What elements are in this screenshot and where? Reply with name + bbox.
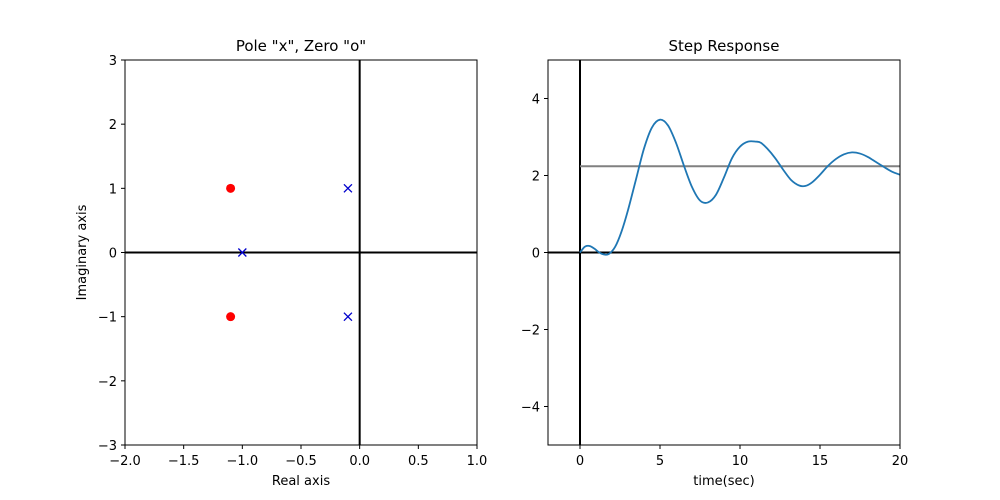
- 0-y-tick-label: 1: [109, 182, 117, 197]
- step-response-x-axis-label: time(sec): [693, 474, 754, 489]
- 0-x-tick-label: 0.5: [408, 454, 429, 469]
- pole-marker: [343, 312, 353, 322]
- 0-x-tick-label: −0.5: [285, 454, 317, 469]
- 1-y-tick-label: 0: [532, 247, 540, 262]
- 0-x-tick-label: −1.5: [168, 454, 200, 469]
- 1-x-tick-label: 5: [656, 454, 664, 469]
- 1-x-tick-label: 0: [576, 454, 584, 469]
- 1-y-tick-label: −4: [521, 401, 540, 416]
- step-response-y-ticks: −4 −2 0 2 4: [521, 93, 548, 416]
- 0-y-tick-label: −2: [98, 375, 117, 390]
- pole-zero-x-axis-label: Real axis: [272, 474, 330, 489]
- zero-marker: [226, 312, 236, 322]
- pole-zero-y-ticks: −3 −2 −1 0 1 2 3: [98, 54, 125, 454]
- step-response-plot: Step Response 0 5 10 15 20 −4 −2 0 2 4 time(sec): [521, 37, 908, 489]
- step-response-title: Step Response: [669, 37, 780, 55]
- pole-zero-x-ticks: −2.0 −1.5 −1.0 −0.5 0.0 0.5 1.0: [109, 445, 487, 469]
- 0-y-tick-label: 0: [109, 247, 117, 262]
- 0-x-tick-label: 0.0: [349, 454, 370, 469]
- pole-zero-y-axis-label: Imaginary axis: [75, 204, 90, 300]
- 1-x-tick-label: 15: [812, 454, 829, 469]
- pole-marker: [343, 183, 353, 193]
- 0-y-tick-label: −1: [98, 311, 117, 326]
- 0-y-tick-label: 2: [109, 118, 117, 133]
- pole-zero-title: Pole "x", Zero "o": [236, 37, 366, 55]
- 0-x-tick-label: 1.0: [467, 454, 488, 469]
- step-response-plot-area: [548, 60, 901, 445]
- 1-y-tick-label: 4: [532, 93, 540, 108]
- zero-marker: [226, 183, 236, 193]
- pole-marker: [237, 248, 247, 257]
- 1-y-tick-label: −2: [521, 324, 540, 339]
- 0-x-tick-label: −1.0: [227, 454, 259, 469]
- pole-zero-plot-area: [125, 60, 477, 445]
- pole-zero-plot: Pole "x", Zero "o" −2.0 −1.5 −1.0 −0.5 0.0 0.…: [75, 37, 487, 489]
- 0-y-tick-label: 3: [109, 54, 117, 69]
- 1-x-tick-label: 20: [892, 454, 909, 469]
- 1-y-tick-label: 2: [532, 170, 540, 185]
- 0-x-tick-label: −2.0: [109, 454, 141, 469]
- 0-y-tick-label: −3: [98, 439, 117, 454]
- step-response-line: [579, 118, 901, 256]
- step-response-x-ticks: 0 5 10 15 20: [576, 445, 908, 469]
- 1-x-tick-label: 10: [732, 454, 749, 469]
